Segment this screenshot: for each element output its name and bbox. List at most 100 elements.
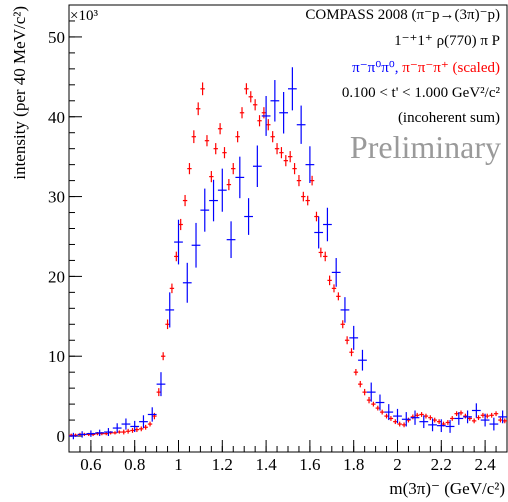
y-exponent-label: ×10³ [70,8,98,24]
neutral-point [305,146,315,184]
charged-point [235,131,240,143]
neutral-point [270,80,280,122]
neutral-point [156,372,166,397]
neutral-point [235,156,245,199]
y-tick-label: 50 [48,28,65,47]
neutral-point [489,417,499,431]
x-tick-label: 2.2 [431,455,452,474]
neutral-point [217,168,227,212]
neutral-point [454,412,464,425]
charged-point [288,151,293,163]
charged-point [178,218,183,231]
charged-point [169,283,175,294]
charged-point [432,417,437,423]
charged-point [366,396,372,404]
charged-point [450,416,455,421]
charged-point [279,147,284,159]
neutral-point [436,419,446,433]
charged-point [327,275,332,286]
charged-point [323,251,328,262]
charged-point [498,417,503,423]
charged-point [274,143,280,155]
charged-point [406,417,411,423]
neutral-point [261,95,271,136]
charged-point [362,388,367,396]
neutral-point [191,222,201,268]
charged-point [388,416,394,421]
charged-point [476,415,481,421]
neutral-point [165,292,175,328]
charged-point [191,130,197,144]
charged-point [160,352,166,361]
neutral-point [112,423,122,433]
x-tick-label: 0.6 [80,455,101,474]
charged-point [204,135,210,147]
y-tick-label: 0 [57,427,66,446]
neutral-point [445,420,455,433]
charged-point [261,107,267,119]
charged-point [165,319,170,330]
neutral-point [288,67,297,111]
x-tick-label: 2.4 [474,455,496,474]
charged-point [226,179,232,191]
charged-point [471,418,477,424]
charged-point [489,412,494,418]
charged-point [318,247,324,258]
charged-point [125,428,131,434]
x-tick-label: 0.8 [124,455,145,474]
preliminary-watermark: Preliminary [350,129,501,165]
x-tick-label: 1.2 [212,455,233,474]
charged-point [156,388,161,397]
neutral-point [340,297,350,323]
charged-point [252,99,258,111]
charged-point [301,191,306,202]
neutral-point [314,216,324,249]
charged-point [231,163,236,175]
charged-point [331,284,337,293]
charged-point [217,123,223,135]
x-tick-label: 1.4 [255,455,277,474]
neutral-point [121,418,131,430]
series-charged-marks [69,82,507,437]
neutral-point [86,430,96,437]
neutral-point [296,105,306,144]
neutral-point [77,431,87,438]
charged-point [266,119,271,131]
neutral-point [209,179,218,222]
charged-point [463,413,468,419]
charged-point [423,413,429,419]
charged-point [485,413,490,419]
charged-point [209,171,214,183]
charged-point [419,412,424,417]
charged-point [436,419,442,425]
charged-point [480,412,486,418]
charged-point [112,431,118,435]
neutral-point [471,403,481,418]
neutral-point [463,410,472,424]
neutral-point [393,408,402,424]
charged-point [174,251,179,262]
charged-point [410,414,416,420]
charged-point [257,115,262,127]
neutral-point [182,262,192,303]
neutral-point [252,145,262,187]
y-tick-label: 10 [48,347,65,366]
charged-point [222,147,227,159]
x-tick-label: 1.6 [299,455,320,474]
neutral-point [200,188,210,232]
incoherent-sum-label: (incoherent sum) [398,110,500,126]
charged-point [458,410,464,416]
x-tick-label: 1 [174,455,183,474]
charged-point [340,320,345,329]
y-axis: 0 10 20 30 40 50 [48,4,82,453]
wave-label: 1⁻⁺1⁺ ρ(770) π P [394,33,500,49]
charged-point [344,336,350,345]
charged-point [130,428,135,433]
neutral-point [366,382,376,402]
x-axis-title: m(3π)⁻ (GeV/c²) [389,479,505,498]
neutral-point [95,429,105,437]
legend-neutral: π⁻π⁰π⁰ [352,60,395,76]
neutral-point [428,418,437,432]
charged-point [375,405,380,411]
